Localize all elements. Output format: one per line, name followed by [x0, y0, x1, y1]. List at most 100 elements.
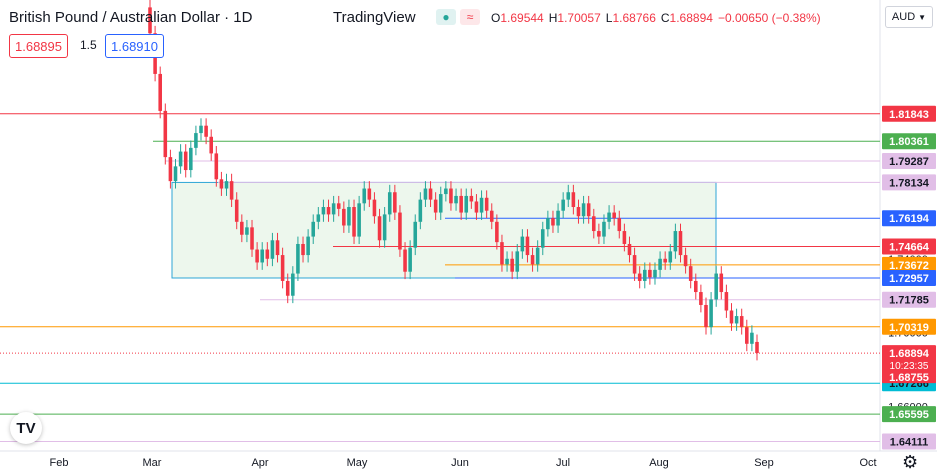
currency-selector[interactable]: AUD ▼	[885, 6, 933, 28]
level-label-bg	[882, 238, 936, 255]
candle-body	[240, 221, 244, 235]
candle-body	[474, 201, 479, 213]
candle-body	[658, 258, 662, 270]
candle-body	[668, 251, 673, 263]
candle-body	[673, 231, 678, 252]
candle-body	[637, 273, 642, 281]
tradingview-logo[interactable]: TV	[10, 412, 42, 444]
candle-body	[296, 243, 300, 274]
candle-body	[352, 207, 356, 237]
ohlc-value: 1.68894	[669, 11, 713, 25]
candle-body	[678, 231, 683, 256]
candle-body	[709, 299, 713, 328]
candle-body	[372, 199, 377, 217]
candle-body	[551, 218, 555, 226]
time-tick-label: Jun	[451, 457, 469, 469]
candle-body	[168, 157, 173, 182]
candle-body	[199, 125, 203, 134]
level-label: 1.73672	[889, 260, 929, 272]
time-tick-label: Aug	[649, 457, 669, 469]
level-label-bg	[882, 256, 936, 273]
candle-body	[189, 147, 193, 171]
candle-body	[571, 192, 576, 208]
ohlc-value: 1.70057	[557, 11, 601, 25]
candle-body	[734, 316, 739, 324]
ohlc-readout: O1.69544 H1.70057 L1.68766 C1.68894 −0.00650…	[491, 11, 826, 25]
candle-body	[423, 188, 428, 200]
level-label-bg	[882, 406, 936, 423]
time-tick-label: Sep	[754, 457, 774, 469]
candle-body	[489, 210, 494, 222]
candle-body	[576, 207, 581, 217]
candle-body	[347, 207, 351, 226]
candle-body	[362, 188, 367, 204]
candle-body	[438, 194, 443, 213]
candle-body	[556, 210, 560, 226]
candle-body	[428, 188, 433, 200]
candle-body	[591, 216, 596, 232]
level-label-bg	[882, 105, 936, 122]
candle-body	[291, 273, 295, 296]
level-label-bg	[882, 133, 936, 150]
candle-body	[311, 221, 316, 237]
candle-body	[561, 199, 565, 211]
candle-body	[194, 133, 198, 148]
level-label: 1.70319	[889, 322, 929, 334]
ohlc-label: L	[605, 11, 613, 25]
sell-price-button[interactable]: 1.68895	[9, 34, 68, 58]
ohlc-value: 1.69544	[500, 11, 544, 25]
symbol-title[interactable]: British Pound / Australian Dollar · 1D	[9, 9, 253, 26]
candle-body	[178, 151, 183, 167]
candle-body	[566, 192, 571, 200]
ohlc-label: H	[548, 11, 558, 25]
candle-body	[342, 208, 346, 226]
level-label: 1.79287	[889, 156, 929, 168]
data-delay-icon[interactable]: ≈	[460, 9, 480, 25]
candle-body	[265, 249, 270, 259]
candle-body	[418, 199, 423, 222]
candle-body	[642, 269, 647, 281]
level-label: 1.65595	[889, 409, 929, 421]
bar-countdown: 10:23:35	[890, 361, 929, 372]
candle-body	[285, 280, 290, 296]
candle-body	[525, 236, 530, 256]
level-label: 1.81843	[889, 109, 929, 121]
candle-body	[535, 247, 540, 265]
candle-body	[495, 221, 499, 243]
candle-body	[398, 212, 402, 250]
candle-body	[408, 247, 412, 272]
level-label: 1.76194	[889, 213, 930, 225]
candle-body	[469, 195, 474, 202]
gear-icon[interactable]: ⚙	[902, 452, 919, 472]
ohlc-label: O	[491, 11, 501, 25]
market-open-icon[interactable]: ●	[436, 9, 456, 25]
candle-body	[724, 292, 729, 311]
candle-body	[444, 188, 448, 195]
time-tick-label: Oct	[859, 457, 876, 469]
candle-body	[245, 227, 249, 235]
candle-body	[255, 249, 259, 263]
candle-body	[505, 258, 509, 265]
candle-body	[602, 221, 606, 237]
candle-body	[393, 192, 397, 213]
candle-body	[214, 153, 219, 180]
level-label: 1.78134	[889, 177, 930, 189]
candle-body	[183, 151, 188, 171]
candle-body	[510, 258, 514, 272]
candle-body	[755, 341, 759, 354]
time-tick-label: Jul	[556, 457, 570, 469]
buy-price-button[interactable]: 1.68910	[105, 34, 164, 58]
candle-body	[546, 218, 550, 230]
candle-body	[464, 195, 469, 213]
ohlc-value: 1.68766	[612, 11, 656, 25]
candle-body	[750, 332, 754, 344]
candle-body	[280, 255, 285, 281]
candle-body	[148, 7, 152, 34]
level-label-bg	[882, 153, 936, 170]
candle-body	[612, 212, 616, 219]
ohlc-item: −0.00650 (−0.38%)	[718, 11, 821, 25]
chevron-down-icon: ▼	[918, 12, 927, 22]
current-price-label: 1.68894	[889, 348, 930, 360]
candle-body	[275, 240, 280, 256]
